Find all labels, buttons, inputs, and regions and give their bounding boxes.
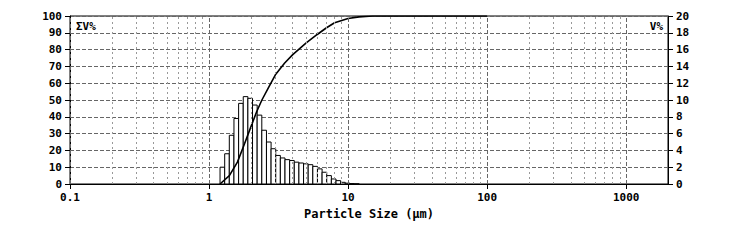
svg-text:8: 8 (676, 110, 683, 123)
svg-text:40: 40 (49, 110, 62, 123)
svg-text:ΣV%: ΣV% (76, 20, 96, 33)
svg-text:18: 18 (676, 26, 689, 39)
svg-text:10: 10 (341, 191, 354, 204)
svg-text:2: 2 (676, 161, 683, 174)
svg-text:10: 10 (676, 94, 689, 107)
svg-text:100: 100 (477, 191, 497, 204)
svg-text:90: 90 (49, 26, 62, 39)
svg-text:16: 16 (676, 43, 690, 56)
svg-text:Particle Size (μm): Particle Size (μm) (304, 207, 434, 221)
svg-text:1000: 1000 (613, 191, 640, 204)
svg-text:50: 50 (49, 94, 62, 107)
svg-text:0: 0 (55, 178, 62, 191)
svg-text:0.1: 0.1 (60, 191, 80, 204)
svg-text:1: 1 (206, 191, 213, 204)
svg-text:30: 30 (49, 127, 62, 140)
svg-text:20: 20 (676, 10, 689, 23)
svg-text:V%: V% (650, 20, 664, 33)
svg-text:100: 100 (42, 10, 62, 23)
svg-text:0: 0 (676, 178, 683, 191)
svg-text:6: 6 (676, 127, 683, 140)
svg-text:70: 70 (49, 60, 62, 73)
svg-text:12: 12 (676, 77, 689, 90)
svg-text:80: 80 (49, 43, 62, 56)
svg-text:20: 20 (49, 144, 62, 157)
svg-text:4: 4 (676, 144, 683, 157)
svg-text:60: 60 (49, 77, 62, 90)
svg-text:10: 10 (49, 161, 62, 174)
svg-text:14: 14 (676, 60, 690, 73)
